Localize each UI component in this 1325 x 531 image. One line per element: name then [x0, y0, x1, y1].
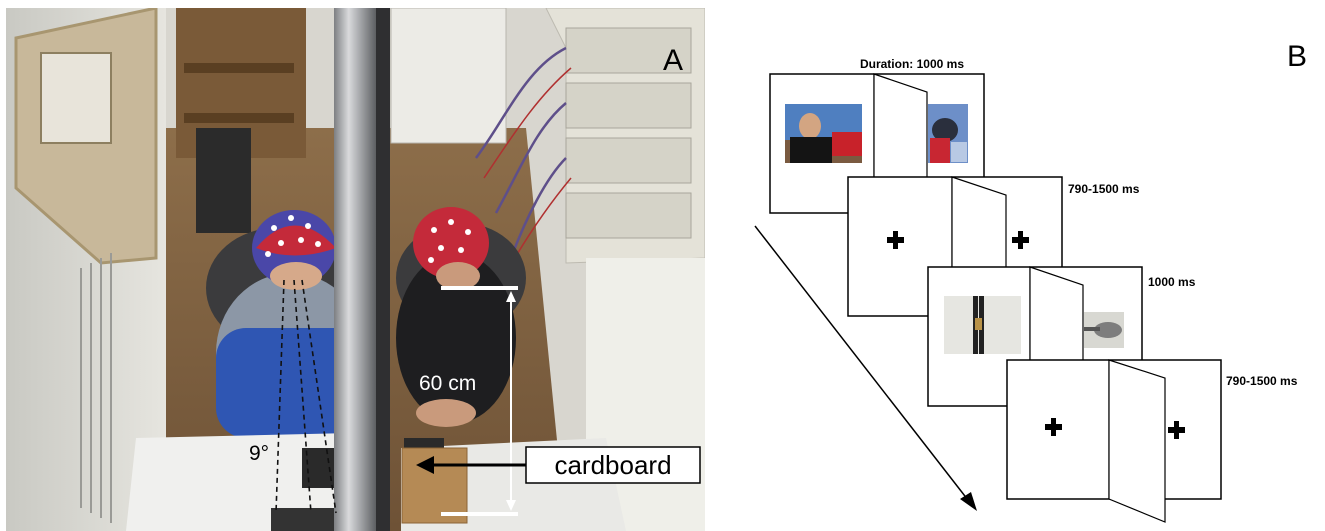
screen-4-fixation: 790-1500 ms — [1006, 359, 1298, 523]
face-photo-2-icon — [928, 104, 968, 163]
screen-1-duration: Duration: 1000 ms — [860, 57, 964, 71]
zipper-photo-icon — [944, 296, 1021, 354]
cardboard-label-box — [525, 446, 701, 484]
screen-4-duration: 790-1500 ms — [1226, 374, 1298, 388]
panel-a-letter: A — [663, 44, 683, 77]
fixation-cross-icon — [1012, 231, 1029, 249]
angle-label: 9° — [249, 442, 269, 465]
screen-3-duration: 1000 ms — [1148, 275, 1196, 289]
fixation-cross-icon — [1168, 421, 1185, 439]
face-photo-1-icon — [785, 104, 862, 163]
cardboard-arrow — [416, 456, 526, 474]
stimulus-sequence-diagram: B Duration: 1000 ms — [754, 40, 1307, 523]
panel-a-photo: A 60 cm 9° cardboard — [6, 8, 705, 531]
cardboard-label: cardboard — [554, 450, 671, 480]
fixation-cross-icon — [887, 231, 904, 249]
fixation-cross-icon — [1045, 418, 1062, 436]
object-photo-icon — [1084, 312, 1124, 348]
distance-measure — [441, 286, 518, 516]
eeg-experiment-photo-icon: A 60 cm 9° cardboard — [6, 8, 705, 531]
distance-label: 60 cm — [419, 372, 476, 395]
screen-2-duration: 790-1500 ms — [1068, 182, 1140, 196]
time-arrow — [754, 225, 977, 511]
panel-b-letter: B — [1287, 40, 1307, 73]
panel-b-timeline: B Duration: 1000 ms — [720, 0, 1325, 531]
visual-angle-lines — [275, 279, 337, 514]
